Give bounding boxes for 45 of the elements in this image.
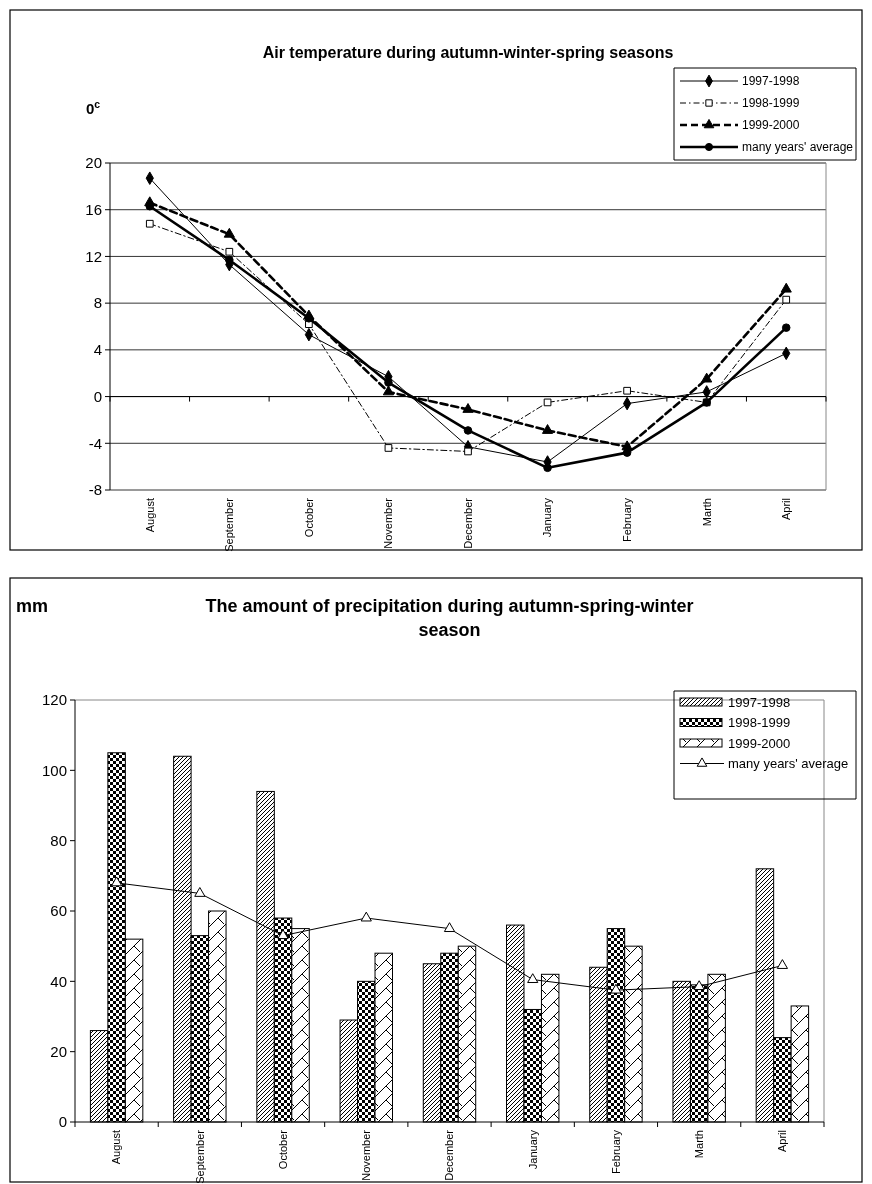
x-tick-label: September xyxy=(223,497,236,552)
legend-label: 1998-1999 xyxy=(742,96,800,111)
y-tick-label: 80 xyxy=(50,831,67,849)
x-tick-label: January xyxy=(526,1129,539,1170)
x-tick-label: April xyxy=(776,1130,789,1153)
y-tick-label: 12 xyxy=(85,247,102,265)
x-tick-label: February xyxy=(620,497,633,543)
y-tick-label: -4 xyxy=(88,434,102,452)
y-tick-label: 20 xyxy=(85,154,102,172)
x-tick-label: April xyxy=(780,498,793,521)
x-tick-label: October xyxy=(276,1129,289,1170)
legend-label: many years' average xyxy=(728,756,849,772)
legend-label: 1997-1998 xyxy=(728,694,791,710)
y-tick-label: 4 xyxy=(93,341,102,359)
x-tick-label: September xyxy=(193,1129,206,1184)
chart-title: Air temperature during autumn-winter-spring seasons xyxy=(262,44,674,61)
x-tick-label: August xyxy=(110,1130,123,1165)
x-tick-label: November xyxy=(382,497,395,549)
x-tick-label: Marth xyxy=(700,498,713,527)
y-axis-title: 0$^{c}$ xyxy=(86,98,101,117)
x-tick-label: January xyxy=(541,497,554,538)
legend-label: 1997-1998 xyxy=(742,74,800,89)
y-tick-label: 8 xyxy=(93,294,102,312)
y-tick-label: -8 xyxy=(88,481,102,499)
x-tick-label: December xyxy=(443,1129,456,1181)
x-tick-label: October xyxy=(302,497,315,538)
y-tick-label: 60 xyxy=(50,902,67,920)
y-tick-label: 16 xyxy=(85,200,102,218)
chart-title: The amount of precipitation during autumn-spring-winter season xyxy=(205,596,694,640)
y-tick-label: 20 xyxy=(50,1042,67,1060)
x-tick-label: November xyxy=(360,1129,373,1181)
x-tick-label: Marth xyxy=(693,1130,706,1159)
y-tick-label: 0 xyxy=(93,387,102,405)
y-tick-label: 100 xyxy=(41,761,67,779)
legend-label: many years' average xyxy=(742,140,854,155)
x-tick-label: February xyxy=(609,1129,622,1175)
x-tick-label: August xyxy=(143,498,156,533)
y-tick-label: 120 xyxy=(41,691,67,709)
legend-label: 1999-2000 xyxy=(728,735,791,751)
legend-label: 1998-1999 xyxy=(728,715,791,731)
y-tick-label: 0 xyxy=(58,1113,67,1131)
legend-label: 1999-2000 xyxy=(742,118,800,133)
x-tick-label: December xyxy=(461,497,474,549)
y-axis-title: mm xyxy=(16,596,49,616)
y-tick-label: 40 xyxy=(50,972,67,990)
